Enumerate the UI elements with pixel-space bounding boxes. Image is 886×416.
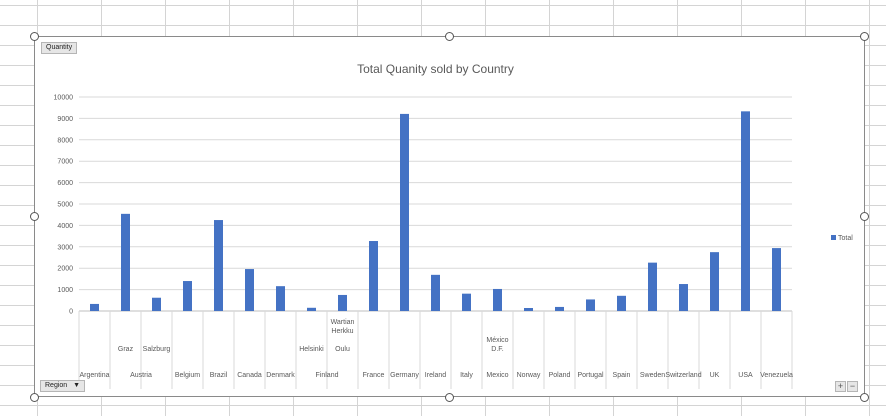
expand-field-button[interactable]: +	[835, 381, 846, 392]
bar-chart: Total Quanity sold by Country 0 1000 2000 30…	[54, 62, 853, 389]
country-label: Denmark	[266, 372, 295, 379]
bar-italy	[462, 293, 471, 311]
bar-france	[369, 241, 378, 311]
y-tick-label: 3000	[57, 244, 73, 251]
country-label: Ireland	[425, 372, 447, 379]
country-label: Argentina	[80, 372, 110, 379]
bar-germany	[400, 113, 409, 311]
bar-m-xico-d-f-	[493, 288, 502, 311]
country-label: Canada	[237, 372, 262, 379]
resize-handle-bottom-left[interactable]	[30, 393, 39, 402]
region-label: Graz	[118, 346, 134, 353]
bar-poland	[555, 306, 564, 311]
region-label: Salzburg	[143, 346, 171, 353]
bar-salzburg	[152, 297, 161, 311]
region-label: Oulu	[335, 346, 350, 353]
bar-helsinki	[307, 307, 316, 311]
y-tick-label: 1000	[57, 287, 73, 294]
country-label: Switzerland	[665, 372, 701, 379]
bar-switzerland	[679, 284, 688, 311]
y-tick-label: 8000	[57, 137, 73, 144]
region-label: Helsinki	[299, 346, 324, 353]
bar-argentina	[90, 303, 99, 311]
resize-handle-bottom-right[interactable]	[860, 393, 869, 402]
country-label: Germany	[390, 372, 419, 379]
bar-denmark	[276, 286, 285, 311]
resize-handle-top-right[interactable]	[860, 32, 869, 41]
region-label-wartian-herkku: Wartian Herkku	[331, 319, 355, 335]
country-label: Sweden	[640, 372, 665, 379]
bar-oulu	[338, 294, 347, 311]
y-tick-label: 9000	[57, 116, 73, 123]
chart-title: Total Quanity sold by Country	[357, 62, 514, 76]
collapse-field-button[interactable]: −	[847, 381, 858, 392]
y-tick-label: 7000	[57, 159, 73, 166]
bar-brazil	[214, 220, 223, 311]
resize-handle-right[interactable]	[860, 212, 869, 221]
y-tick-label: 2000	[57, 266, 73, 273]
y-tick-label: 10000	[54, 95, 74, 102]
bar-uk	[710, 252, 719, 311]
bar-belgium	[183, 281, 192, 311]
legend-label: Total	[838, 235, 853, 242]
country-label: Portugal	[577, 372, 604, 379]
y-tick-label: 0	[69, 309, 73, 316]
y-tick-label: 4000	[57, 223, 73, 230]
country-label: Finland	[316, 372, 339, 379]
resize-handle-top[interactable]	[445, 32, 454, 41]
region-field-button[interactable]: Region ▼	[40, 380, 86, 392]
bar-sweden	[648, 262, 657, 311]
region-label: México D.F.	[486, 337, 508, 353]
country-label: UK	[710, 372, 720, 379]
resize-handle-bottom[interactable]	[445, 393, 454, 402]
y-tick-label: 6000	[57, 180, 73, 187]
quantity-field-button[interactable]: Quantity	[41, 42, 78, 54]
bar-graz	[121, 213, 130, 311]
bar-ireland	[431, 274, 440, 311]
region-field-label: Region	[45, 382, 68, 389]
bar-venezuela	[772, 248, 781, 311]
legend-swatch	[831, 235, 836, 240]
country-label: Mexico	[486, 372, 508, 379]
country-label: Spain	[613, 372, 631, 379]
dropdown-arrow-icon: ▼	[73, 382, 81, 389]
bar-portugal	[586, 299, 595, 311]
country-label: France	[363, 372, 385, 379]
y-tick-label: 5000	[57, 202, 73, 209]
pivot-chart-frame[interactable]: Quantity Total Quanity sold by Country 0 1…	[34, 36, 865, 397]
bar-canada	[245, 269, 254, 311]
country-label: Brazil	[210, 372, 228, 379]
resize-handle-left[interactable]	[30, 212, 39, 221]
country-label: Italy	[460, 372, 473, 379]
country-label: Belgium	[175, 372, 200, 379]
bar-usa	[741, 111, 750, 311]
country-label: USA	[738, 372, 753, 379]
country-label: Austria	[130, 372, 152, 379]
country-label: Poland	[549, 372, 571, 379]
country-label: Venezuela	[760, 372, 793, 379]
country-label: Norway	[517, 372, 541, 379]
bar-norway	[524, 308, 533, 311]
bar-spain	[617, 295, 626, 311]
resize-handle-top-left[interactable]	[30, 32, 39, 41]
